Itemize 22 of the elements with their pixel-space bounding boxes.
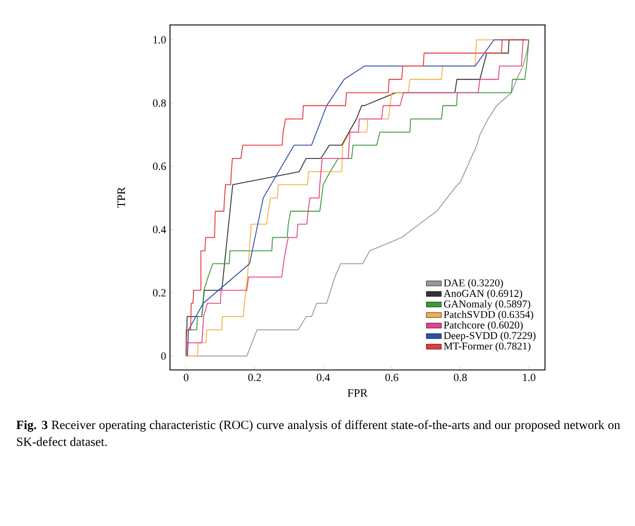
- text: Fig. 3 Receiver operating characteristic (ROC) curve analysis of different state-of-the-arts and our proposed network on SK-defect dataset.: [16, 420, 620, 446]
- y-tick-label: 0.6: [152, 162, 166, 170]
- y-axis-title: TPR: [117, 186, 125, 208]
- x-tick-label: 0.8: [454, 374, 467, 382]
- legend-label: Patchcore (0.6020): [444, 321, 523, 331]
- x-tick-label: 1.0: [523, 374, 536, 382]
- y-tick-label: 0: [161, 352, 166, 360]
- y-tick-label: 0.4: [152, 226, 166, 234]
- legend-label: Deep-SVDD (0.7229): [444, 332, 536, 342]
- legend-label: GANomaly (0.5897): [444, 300, 530, 310]
- legend-label: MT-Former (0.7821): [444, 342, 530, 352]
- x-tick-label: 0.4: [316, 374, 330, 382]
- y-tick-label: 0.2: [152, 289, 166, 297]
- legend-label: PatchSVDD (0.6354): [444, 310, 534, 320]
- y-tick-label: 1.0: [154, 36, 166, 44]
- legend-label: AnoGAN (0.6912): [444, 290, 522, 300]
- x-axis-title: FPR: [348, 389, 368, 397]
- x-tick-label: 0: [184, 374, 188, 382]
- legend-label: DAE (0.3220): [444, 279, 503, 289]
- x-tick-label: 0.6: [385, 374, 398, 382]
- y-tick-label: 0.8: [152, 99, 166, 107]
- x-tick-label: 0.2: [248, 374, 261, 382]
